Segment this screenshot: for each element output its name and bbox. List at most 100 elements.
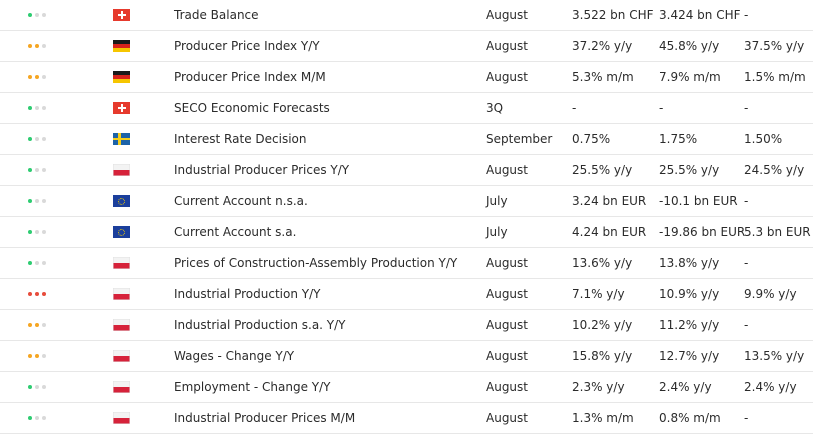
- previous-value: 37.5% y/y: [744, 39, 805, 53]
- pl-flag-icon: [113, 288, 130, 300]
- actual-value: 3.24 bn EUR: [572, 194, 647, 208]
- importance-dot: [35, 106, 39, 110]
- importance-dot: [35, 199, 39, 203]
- importance-dot: [28, 44, 32, 48]
- pl-flag-icon: [113, 319, 130, 331]
- importance-dot: [28, 230, 32, 234]
- importance-dot: [28, 354, 32, 358]
- event-name[interactable]: Interest Rate Decision: [174, 132, 307, 146]
- event-name[interactable]: Producer Price Index M/M: [174, 70, 326, 84]
- forecast-value: 11.2% y/y: [659, 318, 720, 332]
- forecast-value: 3.424 bn CHF: [659, 8, 741, 22]
- se-flag-icon: [113, 133, 130, 145]
- event-period: August: [486, 256, 528, 270]
- table-row[interactable]: SECO Economic Forecasts 3Q - - -: [0, 93, 813, 124]
- previous-value: -: [744, 318, 749, 332]
- event-name[interactable]: Prices of Construction-Assembly Producti…: [174, 256, 458, 270]
- eu-flag-icon: [113, 226, 130, 238]
- importance-dot: [28, 75, 32, 79]
- importance-dot: [42, 354, 46, 358]
- event-period: August: [486, 349, 528, 363]
- importance-dot: [35, 230, 39, 234]
- event-period: August: [486, 287, 528, 301]
- importance-dot: [35, 13, 39, 17]
- table-row[interactable]: Industrial Production s.a. Y/Y August 10.2…: [0, 310, 813, 341]
- table-row[interactable]: Producer Price Index M/M August 5.3% m/m 7.…: [0, 62, 813, 93]
- importance-dot: [28, 416, 32, 420]
- pl-flag-icon: [113, 164, 130, 176]
- table-row[interactable]: Interest Rate Decision September 0.75% 1.75…: [0, 124, 813, 155]
- event-name[interactable]: Employment - Change Y/Y: [174, 380, 331, 394]
- actual-value: 13.6% y/y: [572, 256, 633, 270]
- table-row[interactable]: Employment - Change Y/Y August 2.3% y/y 2.4…: [0, 372, 813, 403]
- importance-indicator: [28, 372, 46, 402]
- forecast-value: -10.1 bn EUR: [659, 194, 738, 208]
- actual-value: 5.3% m/m: [572, 70, 634, 84]
- event-name[interactable]: Industrial Production s.a. Y/Y: [174, 318, 346, 332]
- previous-value: -: [744, 101, 749, 115]
- event-name[interactable]: Producer Price Index Y/Y: [174, 39, 320, 53]
- table-row[interactable]: Industrial Production Y/Y August 7.1% y/y 1…: [0, 279, 813, 310]
- importance-indicator: [28, 279, 46, 309]
- table-row[interactable]: Producer Price Index Y/Y August 37.2% y/y 4…: [0, 31, 813, 62]
- previous-value: -: [744, 8, 749, 22]
- table-row[interactable]: Wages - Change Y/Y August 15.8% y/y 12.7% y…: [0, 341, 813, 372]
- importance-dot: [28, 137, 32, 141]
- importance-dot: [42, 230, 46, 234]
- importance-dot: [42, 106, 46, 110]
- importance-indicator: [28, 155, 46, 185]
- previous-value: 2.4% y/y: [744, 380, 797, 394]
- de-flag-icon: [113, 40, 130, 52]
- event-name[interactable]: Current Account s.a.: [174, 225, 297, 239]
- previous-value: 9.9% y/y: [744, 287, 797, 301]
- table-row[interactable]: Trade Balance August 3.522 bn CHF 3.424 bn …: [0, 0, 813, 31]
- importance-indicator: [28, 341, 46, 371]
- table-row[interactable]: Industrial Producer Prices Y/Y August 25.5…: [0, 155, 813, 186]
- forecast-value: 25.5% y/y: [659, 163, 720, 177]
- event-name[interactable]: Trade Balance: [174, 8, 259, 22]
- table-row[interactable]: Prices of Construction-Assembly Producti…: [0, 248, 813, 279]
- actual-value: 7.1% y/y: [572, 287, 625, 301]
- pl-flag-icon: [113, 412, 130, 424]
- forecast-value: -: [659, 101, 664, 115]
- forecast-value: 12.7% y/y: [659, 349, 720, 363]
- importance-indicator: [28, 31, 46, 61]
- event-period: September: [486, 132, 553, 146]
- actual-value: 4.24 bn EUR: [572, 225, 647, 239]
- importance-dot: [28, 323, 32, 327]
- event-period: August: [486, 163, 528, 177]
- importance-dot: [35, 354, 39, 358]
- previous-value: -: [744, 194, 749, 208]
- table-row[interactable]: Current Account s.a. July 4.24 bn EUR -19.8…: [0, 217, 813, 248]
- event-name[interactable]: Industrial Producer Prices M/M: [174, 411, 356, 425]
- ch-flag-icon: [113, 9, 130, 21]
- forecast-value: 7.9% m/m: [659, 70, 721, 84]
- event-name[interactable]: SECO Economic Forecasts: [174, 101, 330, 115]
- importance-indicator: [28, 403, 46, 433]
- importance-dot: [35, 385, 39, 389]
- importance-indicator: [28, 62, 46, 92]
- event-name[interactable]: Industrial Producer Prices Y/Y: [174, 163, 350, 177]
- event-name[interactable]: Industrial Production Y/Y: [174, 287, 321, 301]
- actual-value: 1.3% m/m: [572, 411, 634, 425]
- actual-value: 37.2% y/y: [572, 39, 633, 53]
- importance-indicator: [28, 0, 46, 30]
- ch-flag-icon: [113, 102, 130, 114]
- event-period: August: [486, 318, 528, 332]
- previous-value: 1.5% m/m: [744, 70, 806, 84]
- pl-flag-icon: [113, 381, 130, 393]
- forecast-value: 1.75%: [659, 132, 698, 146]
- table-row[interactable]: Industrial Producer Prices M/M August 1.3%…: [0, 403, 813, 434]
- table-row[interactable]: Current Account n.s.a. July 3.24 bn EUR -10…: [0, 186, 813, 217]
- previous-value: 24.5% y/y: [744, 163, 805, 177]
- previous-value: 13.5% y/y: [744, 349, 805, 363]
- event-name[interactable]: Current Account n.s.a.: [174, 194, 308, 208]
- importance-dot: [42, 168, 46, 172]
- event-period: July: [486, 225, 508, 239]
- importance-dot: [28, 385, 32, 389]
- importance-dot: [35, 168, 39, 172]
- previous-value: 5.3 bn EUR: [744, 225, 811, 239]
- event-name[interactable]: Wages - Change Y/Y: [174, 349, 295, 363]
- event-period: August: [486, 8, 528, 22]
